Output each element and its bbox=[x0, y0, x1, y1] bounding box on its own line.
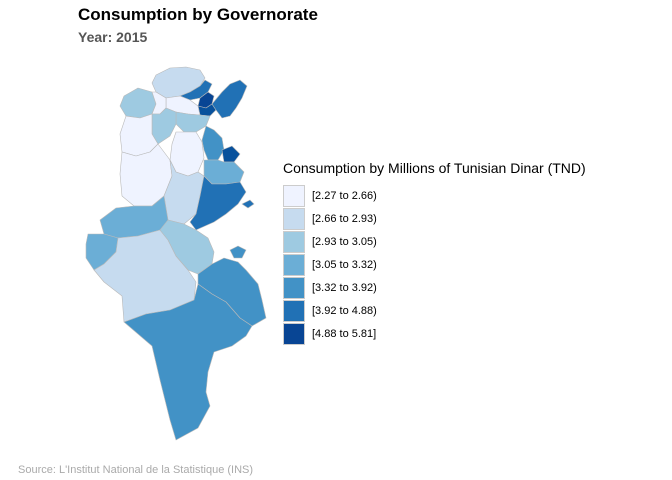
governorate-sfax bbox=[189, 175, 247, 231]
legend-label: [4.88 to 5.81] bbox=[312, 327, 377, 340]
legend-item: [2.93 to 3.05) bbox=[283, 230, 586, 253]
governorate-gabes bbox=[159, 219, 215, 275]
governorate-monastir bbox=[221, 145, 241, 163]
legend-label: [2.27 to 2.66) bbox=[312, 189, 377, 202]
legend-title: Consumption by Millions of Tunisian Dina… bbox=[283, 160, 586, 176]
legend-label: [3.05 to 3.32) bbox=[312, 258, 377, 271]
legend-item: [3.05 to 3.32) bbox=[283, 253, 586, 276]
legend-item: [2.66 to 2.93) bbox=[283, 207, 586, 230]
map-subtitle: Year: 2015 bbox=[78, 29, 148, 45]
djerba-island bbox=[229, 245, 247, 259]
source-caption: Source: L'Institut National de la Statis… bbox=[18, 464, 254, 476]
legend-swatch bbox=[283, 322, 305, 345]
governorate-jendouba bbox=[119, 87, 157, 119]
legend-swatch bbox=[283, 299, 305, 322]
legend-label: [2.66 to 2.93) bbox=[312, 212, 377, 225]
legend-item: [2.27 to 2.66) bbox=[283, 184, 586, 207]
governorate-nabeul bbox=[211, 79, 248, 119]
governorate-kairouan bbox=[169, 131, 205, 177]
kerkennah-islands bbox=[241, 199, 255, 209]
legend-label: [3.32 to 3.92) bbox=[312, 281, 377, 294]
legend-swatch bbox=[283, 207, 305, 230]
legend-items: [2.27 to 2.66) [2.66 to 2.93) [2.93 to 3… bbox=[283, 184, 586, 345]
governorate-sousse bbox=[201, 125, 225, 161]
legend-item: [4.88 to 5.81] bbox=[283, 322, 586, 345]
map-title: Consumption by Governorate bbox=[78, 5, 318, 24]
legend-item: [3.92 to 4.88) bbox=[283, 299, 586, 322]
legend-swatch bbox=[283, 253, 305, 276]
legend-label: [2.93 to 3.05) bbox=[312, 235, 377, 248]
legend-swatch bbox=[283, 184, 305, 207]
map-legend: Consumption by Millions of Tunisian Dina… bbox=[283, 160, 586, 345]
governorate-tataouine bbox=[123, 283, 253, 441]
governorate-mahdia bbox=[203, 159, 245, 185]
legend-item: [3.32 to 3.92) bbox=[283, 276, 586, 299]
legend-label: [3.92 to 4.88) bbox=[312, 304, 377, 317]
legend-swatch bbox=[283, 276, 305, 299]
legend-swatch bbox=[283, 230, 305, 253]
